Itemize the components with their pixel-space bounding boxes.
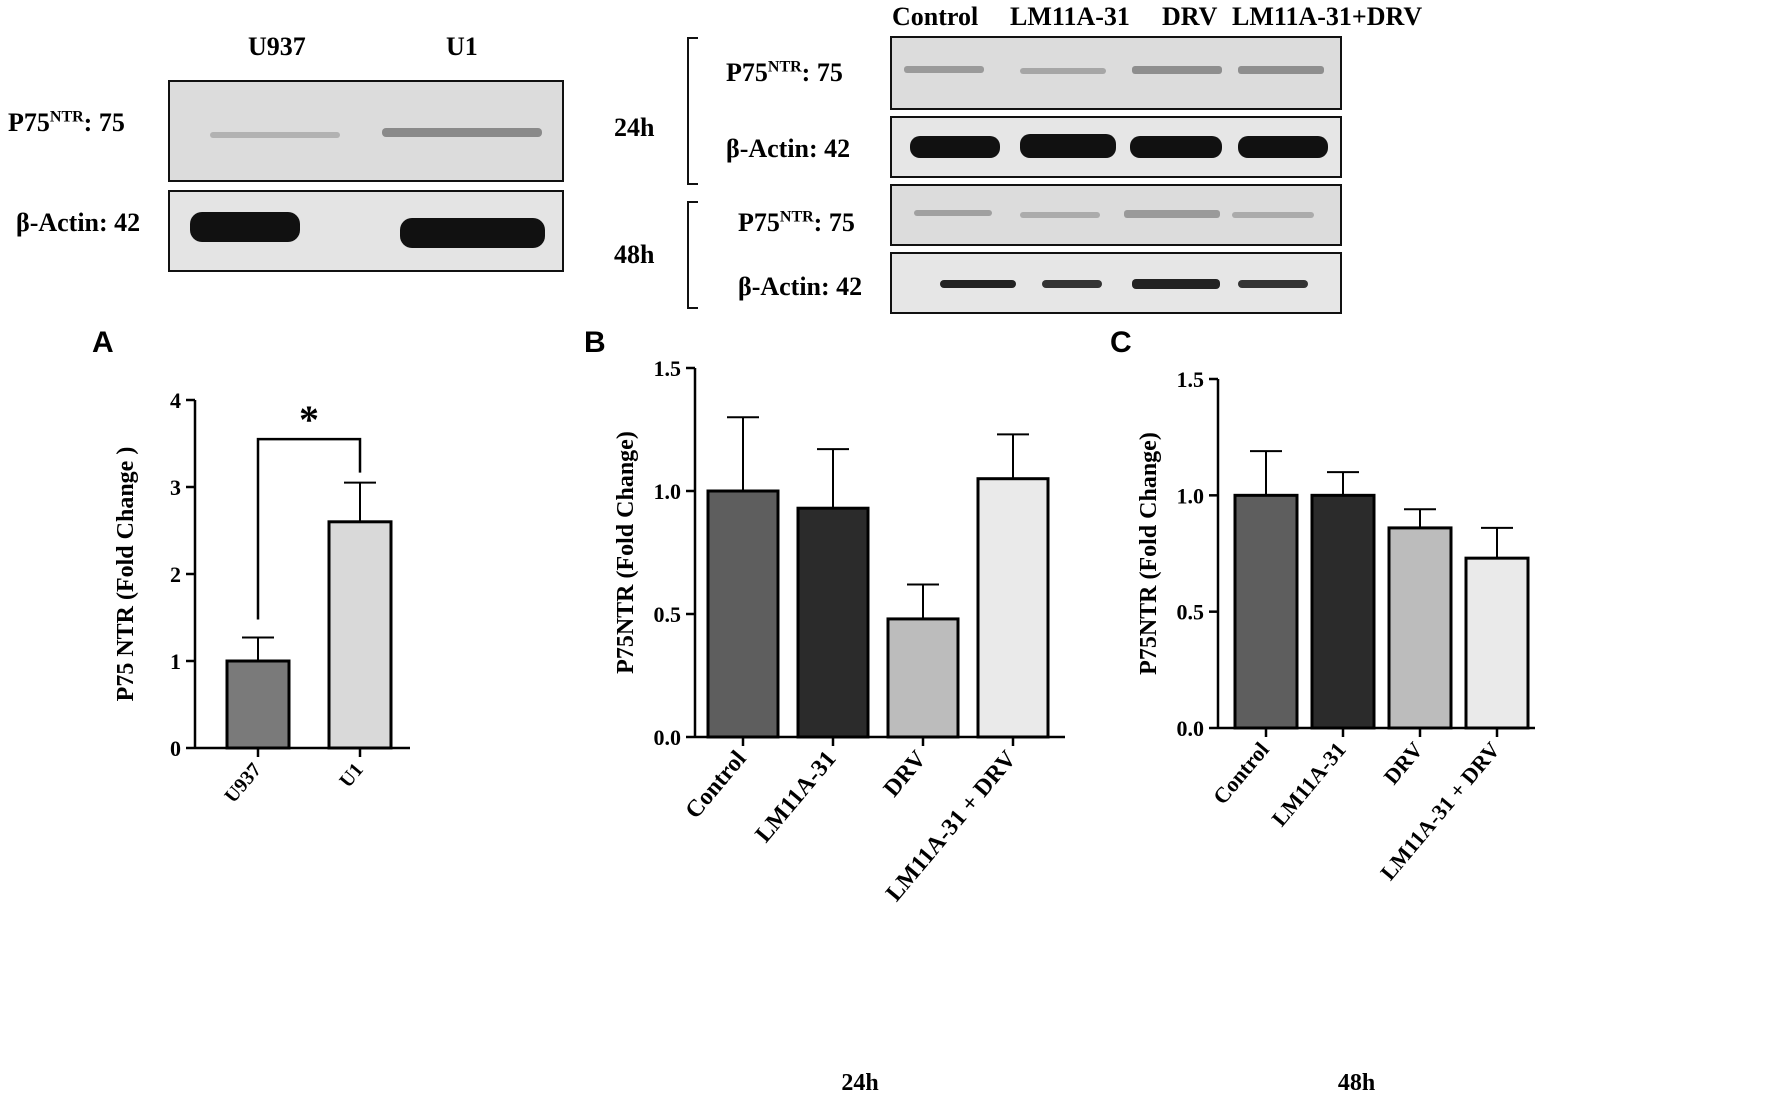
lane-label-u937: U937 <box>248 32 306 61</box>
band-u937-p75 <box>210 132 340 138</box>
bar-c <box>1233 493 1299 730</box>
y-tick-label-b: 1.0 <box>654 479 682 504</box>
bar-b <box>976 477 1050 739</box>
bar-c <box>1464 556 1530 730</box>
time-label-48h: 48h <box>614 240 655 269</box>
lane-label-lm11a31: LM11A-31 <box>1010 2 1130 31</box>
x-axis-label-b: 24h <box>841 1070 878 1096</box>
blot-left-actin-label: β-Actin: 42 <box>16 208 141 237</box>
band-u1-p75 <box>382 128 542 137</box>
band-u937-actin <box>190 212 300 242</box>
bar-a <box>327 520 393 750</box>
y-axis-label-a: P75 NTR (Fold Change ) <box>113 447 139 702</box>
chart-a: 0 1 2 3 4 U937 U1 P75 NTR (Fold Change ) * <box>113 388 410 807</box>
x-tick-label-a: U937 <box>220 759 265 807</box>
band-24h-p75-2 <box>1020 68 1106 74</box>
bar-c <box>1310 493 1376 730</box>
band-24h-actin-2 <box>1020 134 1116 158</box>
blot-right-24h-p75-membrane <box>890 36 1342 110</box>
bar-b <box>886 617 960 739</box>
band-u1-actin <box>400 218 545 248</box>
x-tick-label-a: U1 <box>335 759 368 792</box>
y-tick-label-a: 3 <box>170 475 181 500</box>
x-tick-label-b: LM11A-31 <box>751 746 842 847</box>
y-tick-label-a: 2 <box>170 562 181 587</box>
y-tick-label-a: 4 <box>170 388 181 413</box>
band-48h-p75-1 <box>914 210 992 216</box>
bar-b <box>706 489 780 739</box>
x-tick-label-c: LM11A-31 <box>1266 737 1350 831</box>
y-tick-label-a: 1 <box>170 649 181 674</box>
band-24h-p75-4 <box>1238 66 1324 74</box>
blot-left-actin-membrane <box>168 190 564 272</box>
band-48h-p75-3 <box>1124 210 1220 218</box>
band-48h-actin-2 <box>1042 280 1102 288</box>
blot-right-24h-actin-membrane <box>890 116 1342 178</box>
significance-bracket <box>256 437 362 620</box>
y-tick-label-c: 0.5 <box>1177 600 1205 625</box>
bar-b <box>796 506 870 739</box>
band-24h-actin-3 <box>1130 136 1222 158</box>
y-tick-label-c: 1.5 <box>1177 367 1205 392</box>
blot-right-24h-actin-label: β-Actin: 42 <box>726 134 851 163</box>
band-48h-actin-4 <box>1238 280 1308 288</box>
panel-letter-c: C <box>1110 326 1132 359</box>
lane-label-u1: U1 <box>446 32 478 61</box>
blot-left-p75-membrane <box>168 80 564 182</box>
band-24h-p75-1 <box>904 66 984 73</box>
y-tick-label-b: 1.5 <box>654 356 682 381</box>
band-48h-actin-1 <box>940 280 1016 288</box>
y-tick-label-c: 0.0 <box>1177 716 1205 741</box>
panel-letter-a: A <box>92 326 114 359</box>
time-brackets <box>687 37 698 309</box>
x-tick-label-b: DRV <box>879 746 932 802</box>
blot-right-48h-p75-membrane <box>890 184 1342 246</box>
band-24h-p75-3 <box>1132 66 1222 74</box>
significance-star: * <box>299 397 319 442</box>
blot-right-48h-actin-membrane <box>890 252 1342 314</box>
x-tick-label-c: DRV <box>1379 737 1428 789</box>
y-tick-label-a: 0 <box>170 736 181 761</box>
band-48h-p75-4 <box>1232 212 1314 218</box>
x-axis-label-c: 48h <box>1338 1070 1375 1096</box>
lane-label-drv: DRV <box>1162 2 1218 31</box>
time-label-24h: 24h <box>614 113 655 142</box>
lane-label-combo: LM11A-31+DRV <box>1232 2 1423 31</box>
blot-right-24h-p75-label: P75NTR: 75 <box>726 58 843 87</box>
y-tick-label-b: 0.0 <box>654 725 682 750</box>
band-48h-actin-3 <box>1132 279 1220 289</box>
panel-letter-b: B <box>584 326 606 359</box>
y-axis-label-c: P75NTR (Fold Change) <box>1136 432 1162 675</box>
band-24h-actin-4 <box>1238 136 1328 158</box>
lane-label-control: Control <box>892 2 979 31</box>
band-24h-actin-1 <box>910 136 1000 158</box>
blot-right-48h-p75-label: P75NTR: 75 <box>738 208 855 237</box>
x-tick-label-b: Control <box>681 746 752 824</box>
y-tick-label-c: 1.0 <box>1177 483 1205 508</box>
bar-c <box>1387 526 1453 730</box>
y-axis-label-b: P75NTR (Fold Change) <box>613 431 639 674</box>
blot-left-p75-label: P75NTR: 75 <box>8 108 125 137</box>
blot-right-48h-actin-label: β-Actin: 42 <box>738 272 863 301</box>
bar-a <box>225 659 291 750</box>
band-48h-p75-2 <box>1020 212 1100 218</box>
y-tick-label-b: 0.5 <box>654 602 682 627</box>
x-tick-label-c: Control <box>1208 737 1274 809</box>
